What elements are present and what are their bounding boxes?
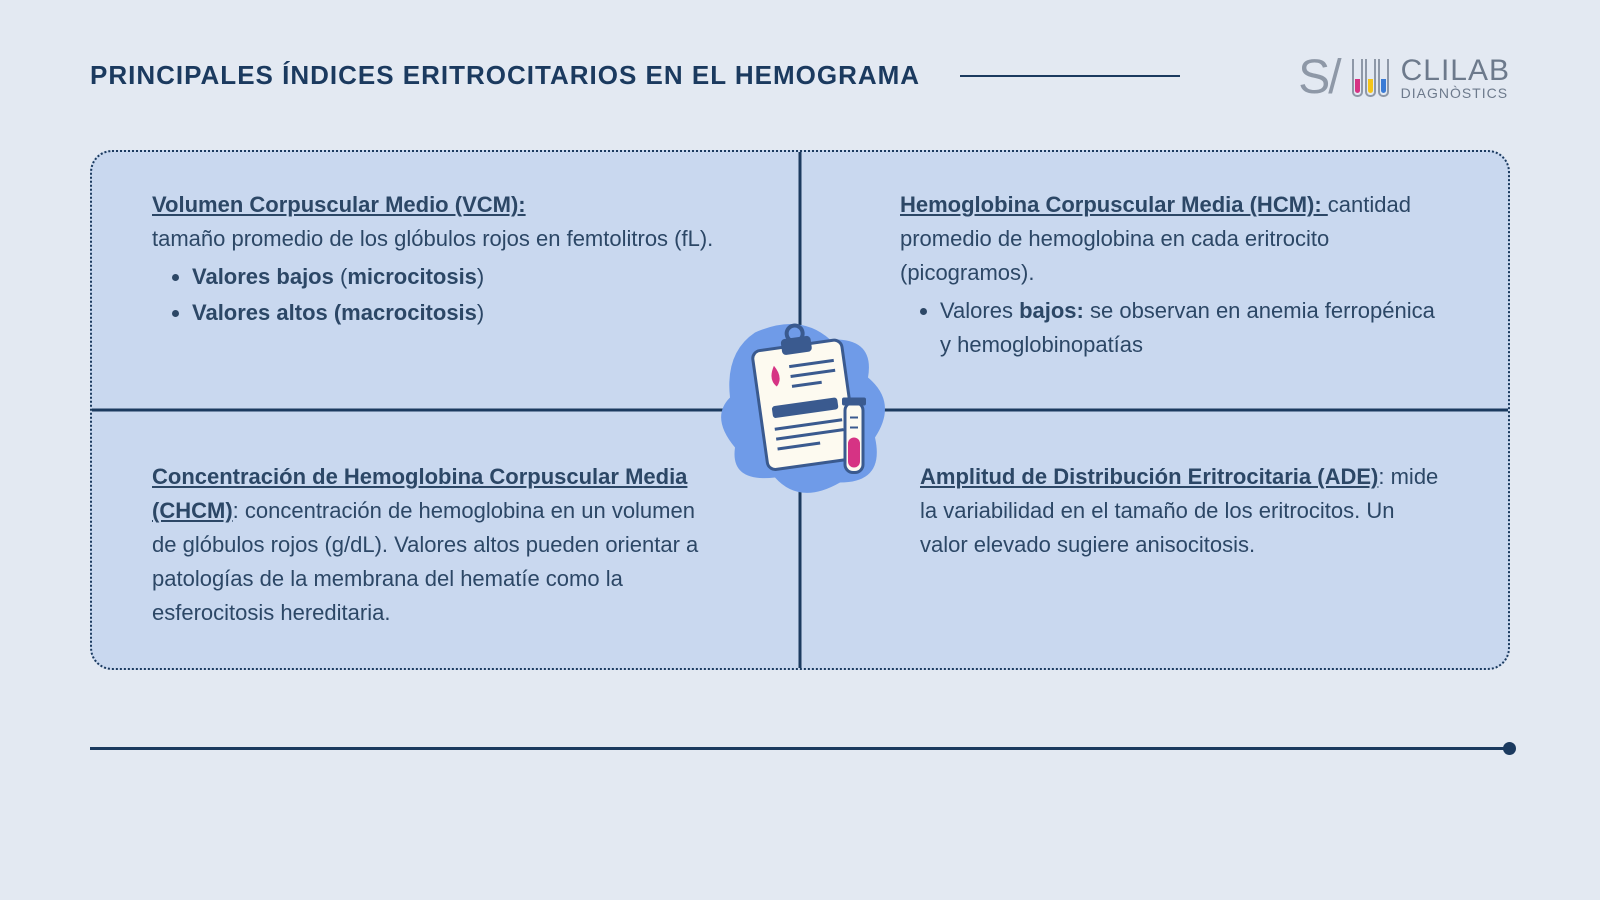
- logo-sub: DIAGNÒSTICS: [1401, 86, 1510, 100]
- chcm-desc: : concentración de hemoglobina en un vol…: [152, 498, 698, 625]
- quad-vcm: Volumen Corpuscular Medio (VCM): tamaño …: [92, 152, 800, 410]
- clipboard-icon: [700, 308, 900, 513]
- header: PRINCIPALES ÍNDICES ERITROCITARIOS EN EL…: [90, 60, 1510, 91]
- list-item: Valores altos (macrocitosis): [192, 296, 740, 330]
- footer-divider: [90, 747, 1510, 750]
- vcm-desc: tamaño promedio de los glóbulos rojos en…: [152, 226, 713, 251]
- logo-text: CLILAB DIAGNÒSTICS: [1401, 56, 1510, 100]
- quad-chcm: Concentración de Hemoglobina Corpuscular…: [92, 410, 800, 668]
- hcm-list: Valores bajos: se observan en anemia fer…: [940, 294, 1448, 362]
- quad-hcm: Hemoglobina Corpuscular Media (HCM): can…: [800, 152, 1508, 410]
- brand-logo: S/ CLILAB DIAGNÒSTICS: [1298, 50, 1510, 105]
- logo-tubes-icon: [1352, 59, 1389, 97]
- list-item: Valores bajos: se observan en anemia fer…: [940, 294, 1448, 362]
- vcm-list: Valores bajos (microcitosis) Valores alt…: [192, 260, 740, 330]
- ade-term: Amplitud de Distribución Eritrocitaria (…: [920, 464, 1378, 489]
- list-item: Valores bajos (microcitosis): [192, 260, 740, 294]
- logo-prefix: S/: [1298, 50, 1339, 105]
- quad-ade: Amplitud de Distribución Eritrocitaria (…: [800, 410, 1508, 668]
- page-title: PRINCIPALES ÍNDICES ERITROCITARIOS EN EL…: [90, 60, 920, 91]
- vcm-term: Volumen Corpuscular Medio (VCM):: [152, 192, 526, 217]
- content-panel: Volumen Corpuscular Medio (VCM): tamaño …: [90, 150, 1510, 670]
- hcm-term: Hemoglobina Corpuscular Media (HCM):: [900, 192, 1328, 217]
- header-divider: [960, 75, 1180, 77]
- logo-main: CLILAB: [1401, 56, 1510, 86]
